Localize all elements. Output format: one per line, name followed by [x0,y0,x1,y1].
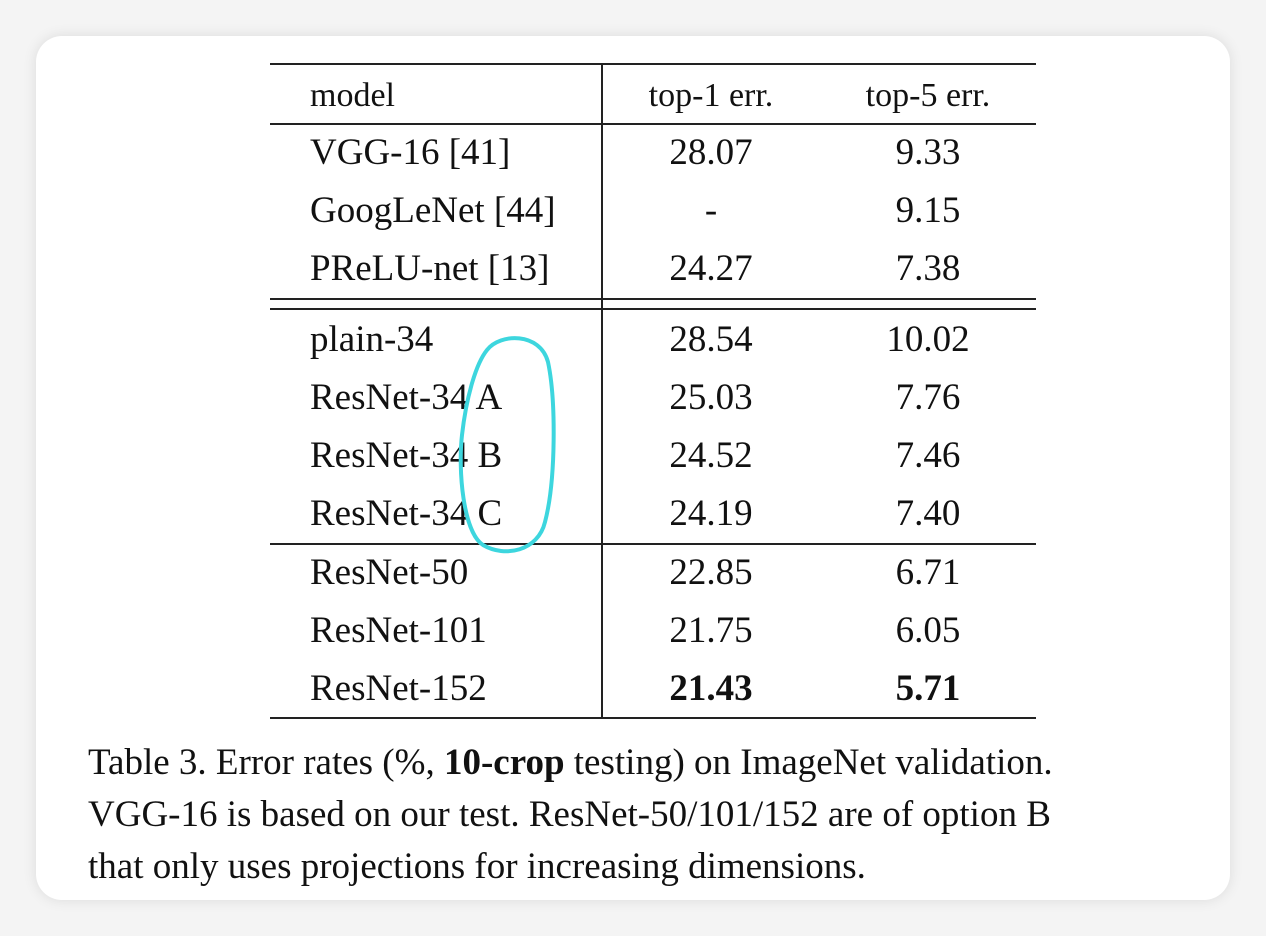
table-row-top5: 6.05 [895,610,961,651]
paper-card [36,36,1230,900]
table-row-model: ResNet-34 B [310,435,503,476]
table-row-top1: 21.75 [669,610,753,651]
group1-double-rule-a [270,298,1036,300]
table-row-model: ResNet-50 [310,552,469,593]
annotation-stroke [458,336,556,554]
header-rule [270,123,1036,125]
table-row-model: GoogLeNet [44] [310,190,556,231]
caption-line-1: Table 3. Error rates (%, 10-crop testing… [88,742,1053,783]
group2-rule [270,543,1036,545]
header-model: model [310,77,395,114]
table-row-top5: 9.15 [895,190,961,231]
table-row-model: VGG-16 [41] [310,132,511,173]
caption-line-3: that only uses projections for increasin… [88,846,866,887]
header-top5: top-5 err. [865,77,991,114]
table-row-model: plain-34 [310,319,434,360]
table-row-top5-best: 5.71 [895,668,961,709]
table-caption: Table 3. Error rates (%, 10-crop testing… [88,737,1228,893]
table-row-top5: 7.76 [895,377,961,418]
table-row-top1: - [704,190,718,231]
table-row-top5: 6.71 [895,552,961,593]
table-row-top5: 7.46 [895,435,961,476]
table-row-top1: 25.03 [669,377,753,418]
table-bottom-rule [270,717,1036,719]
table-row-top5: 7.40 [895,493,961,534]
table-row-top1: 22.85 [669,552,753,593]
table-row-top1: 28.07 [669,132,753,173]
table-top-rule [270,63,1036,65]
table-row-top1-best: 21.43 [669,668,753,709]
table-row-top1: 24.19 [669,493,753,534]
header-top1: top-1 err. [648,77,774,114]
table-row-model: PReLU-net [13] [310,248,550,289]
group1-double-rule-b [270,308,1036,310]
table-row-top1: 28.54 [669,319,753,360]
table-row-top5: 9.33 [895,132,961,173]
table-row-model: ResNet-152 [310,668,487,709]
table-row-top1: 24.27 [669,248,753,289]
caption-line-2: VGG-16 is based on our test. ResNet-50/1… [88,794,1051,835]
table-row-model: ResNet-101 [310,610,487,651]
table-row-top5: 10.02 [886,319,970,360]
caption-bold: 10-crop [443,742,565,783]
column-separator [601,63,603,719]
table-row-top1: 24.52 [669,435,753,476]
table-row-top5: 7.38 [895,248,961,289]
